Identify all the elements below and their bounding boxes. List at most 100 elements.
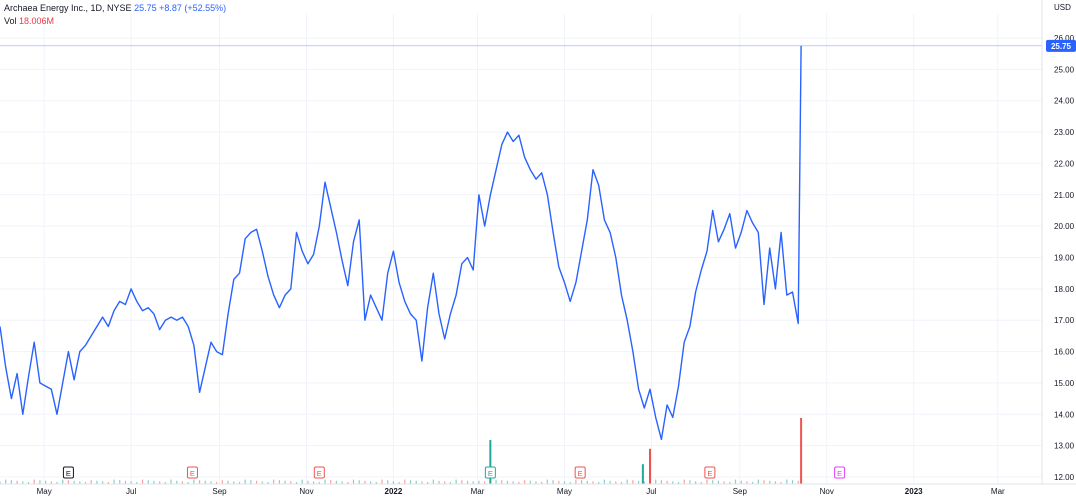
volume-bar	[124, 480, 127, 484]
volume-bar	[164, 482, 166, 484]
volume-bar	[800, 418, 803, 484]
volume-bar	[598, 482, 600, 484]
volume-bar	[0, 481, 1, 484]
volume-bar	[723, 481, 725, 484]
volume-bar	[5, 479, 7, 484]
volume-bar	[107, 482, 109, 484]
volume-bar	[641, 464, 644, 484]
volume-bar	[780, 482, 782, 484]
volume-bar	[746, 481, 748, 484]
volume-bar	[455, 479, 457, 484]
earnings-marker[interactable]: E	[62, 466, 74, 479]
volume-bar	[56, 482, 58, 484]
volume-bar	[67, 480, 70, 484]
y-tick-label: 15.00	[1054, 379, 1075, 388]
volume-bar	[147, 480, 149, 484]
volume-bar	[529, 480, 531, 484]
volume-bar	[187, 482, 189, 484]
x-tick-label: Nov	[299, 487, 313, 496]
chart-legend: Archaea Energy Inc., 1D, NYSE 25.75 +8.8…	[4, 2, 226, 28]
earnings-marker-label: E	[578, 469, 583, 478]
earnings-marker[interactable]: E	[484, 466, 496, 479]
earnings-marker-box	[834, 466, 846, 479]
volume-bar	[295, 482, 298, 484]
volume-bar	[119, 480, 121, 484]
volume-bar	[27, 482, 30, 484]
x-tick-label: May	[37, 487, 52, 496]
volume-bar	[717, 480, 720, 484]
volume-bar	[96, 480, 98, 484]
volume-bar	[278, 480, 280, 484]
volume-bar	[506, 480, 509, 484]
volume-bar	[392, 481, 395, 484]
volume-bar	[712, 480, 714, 484]
y-tick-label: 12.00	[1054, 473, 1075, 482]
volume-bar	[683, 479, 685, 484]
volume-bar	[250, 480, 252, 484]
earnings-marker[interactable]: E	[574, 466, 586, 479]
y-tick-label: 21.00	[1054, 191, 1075, 200]
volume-bar	[472, 481, 474, 484]
x-tick-label: 2022	[385, 487, 403, 496]
volume-bar	[335, 480, 338, 484]
volume-label[interactable]: Vol	[4, 16, 17, 26]
volume-bar	[689, 480, 691, 484]
symbol-title[interactable]: Archaea Energy Inc., 1D, NYSE	[4, 3, 132, 13]
volume-bar	[478, 480, 480, 484]
x-tick-label: May	[557, 487, 572, 496]
earnings-marker-box	[186, 466, 198, 479]
earnings-marker[interactable]: E	[834, 466, 846, 479]
volume-bar	[198, 480, 201, 484]
volume-bar	[210, 481, 212, 484]
earnings-marker-box	[704, 466, 716, 479]
volume-bar	[39, 480, 41, 484]
earnings-marker[interactable]: E	[186, 466, 198, 479]
volume-bar	[273, 479, 275, 484]
volume-bar	[358, 480, 360, 484]
volume-bar	[632, 480, 634, 484]
grid	[0, 14, 1042, 484]
y-tick-label: 16.00	[1054, 348, 1075, 357]
volume-bar	[461, 480, 463, 484]
volume-bar	[233, 481, 235, 484]
price-series	[0, 45, 1042, 441]
volume-bar	[284, 480, 286, 484]
y-tick-label: 19.00	[1054, 254, 1075, 263]
y-tick-label: 23.00	[1054, 128, 1075, 137]
y-tick-label: 18.00	[1054, 285, 1075, 294]
earnings-marker-label: E	[488, 469, 493, 478]
volume-bar	[444, 481, 446, 484]
volume-bar	[130, 481, 132, 484]
earnings-marker[interactable]: E	[313, 466, 325, 479]
x-tick-label: Sep	[212, 487, 227, 496]
volume-bar	[153, 480, 155, 484]
volume-bar	[324, 479, 326, 484]
volume-bar	[552, 480, 554, 484]
volume-bar	[740, 480, 742, 484]
volume-bar	[586, 480, 588, 484]
volume-bar	[347, 482, 349, 484]
volume-bar	[672, 481, 674, 484]
volume-bar	[16, 480, 18, 484]
x-tick-label: Mar	[991, 487, 1005, 496]
volume-bar	[79, 481, 81, 484]
currency-label[interactable]: USD	[1054, 3, 1071, 12]
volume-bar	[204, 480, 206, 484]
volume-bar	[626, 479, 628, 484]
volume-bar	[73, 480, 75, 484]
volume-bar	[238, 482, 241, 484]
volume-bar	[176, 480, 178, 484]
volume-bar	[404, 479, 406, 484]
earnings-marker[interactable]: E	[704, 466, 716, 479]
volume-bar	[432, 479, 434, 484]
price-change: +8.87 (+52.55%)	[159, 3, 227, 13]
volume-bar	[535, 481, 537, 484]
volume-bar	[649, 448, 652, 484]
volume-bar	[609, 480, 611, 484]
volume-bar	[136, 482, 138, 484]
volume-bar	[141, 479, 144, 484]
